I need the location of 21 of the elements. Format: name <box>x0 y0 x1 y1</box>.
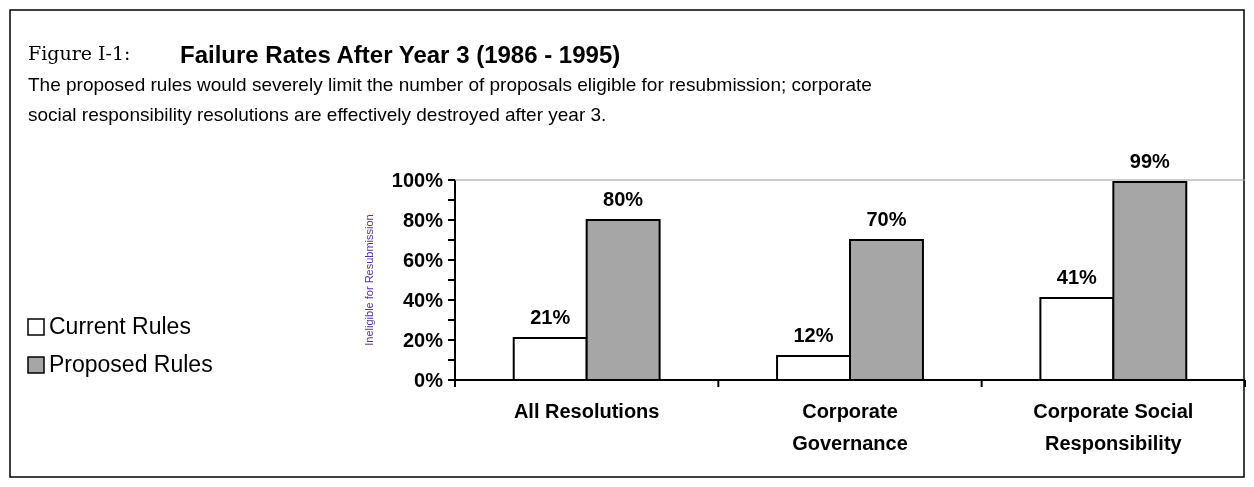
y-tick-label: 40% <box>402 289 444 311</box>
chart-title: Failure Rates After Year 3 (1986 - 1995) <box>180 41 621 68</box>
y-tick-label: 80% <box>402 209 444 231</box>
x-tick-label: Corporate Social Responsibility <box>1033 400 1194 454</box>
y-axis-title: Ineligible for Resubmission <box>363 214 375 346</box>
legend-label: Current Rules <box>49 313 191 339</box>
data-label: 41% <box>1056 266 1098 288</box>
data-label: 21% <box>530 306 571 328</box>
y-tick-label: 60% <box>402 249 444 271</box>
chart-subtitle: The proposed rules would severely limit the number of proposals eligible for resubmission; corporate social responsibility resolutions are effectively destroyed after year 3. <box>28 74 872 125</box>
x-tick-label: All Resolutions <box>513 400 660 422</box>
y-tick-label: 0% <box>414 369 444 391</box>
data-label: 70% <box>866 208 907 230</box>
x-tick-label: Corporate Governance <box>792 400 908 454</box>
y-tick-label: 20% <box>402 329 444 351</box>
data-label: 99% <box>1129 150 1171 172</box>
text: Figure I-1: <box>28 42 131 64</box>
data-label: 80% <box>603 188 644 210</box>
legend-label: Proposed Rules <box>49 351 213 377</box>
data-label: 12% <box>793 324 834 346</box>
y-tick-label: 100% <box>391 169 444 191</box>
